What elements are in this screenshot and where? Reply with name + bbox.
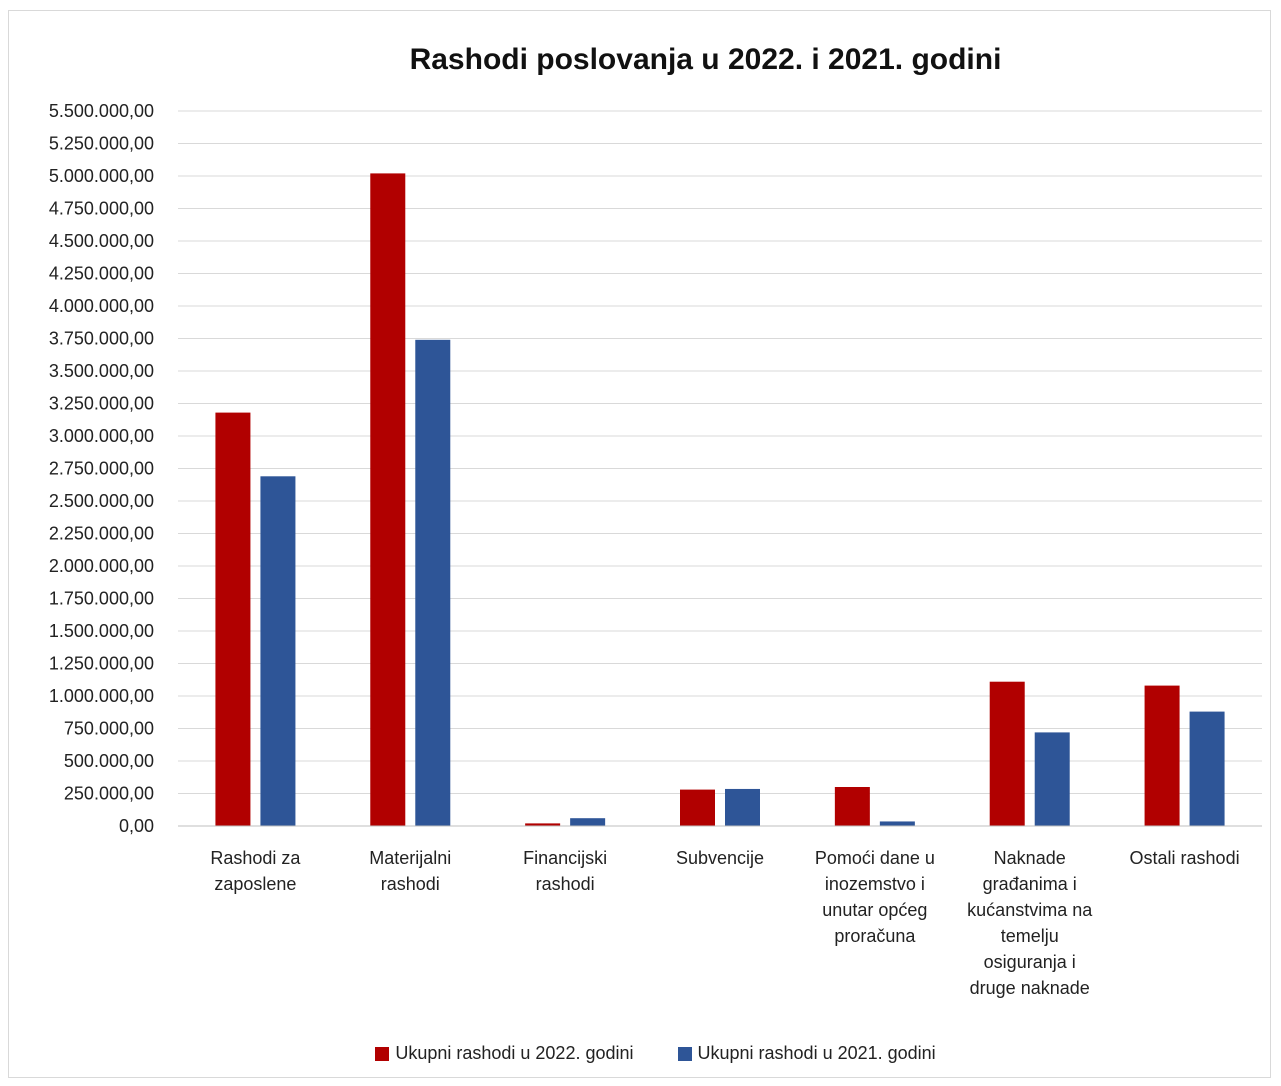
bar-2022-4 (834, 787, 870, 826)
y-tick-label: 2.500.000,00 (49, 491, 154, 511)
gridlines (178, 110, 1262, 794)
y-tick-label: 1.000.000,00 (49, 686, 154, 706)
x-category-label: Subvencije (676, 848, 764, 868)
legend: Ukupni rashodi u 2022. godini Ukupni ras… (0, 1043, 1281, 1064)
bar-2021-3 (725, 788, 760, 826)
bar-2021-4 (879, 821, 915, 826)
legend-item-2022: Ukupni rashodi u 2022. godini (375, 1043, 634, 1064)
y-tick-label: 1.500.000,00 (49, 621, 154, 641)
bar-2022-6 (1144, 685, 1180, 826)
bar-2022-1 (370, 173, 406, 826)
y-tick-label: 2.750.000,00 (49, 459, 154, 479)
y-tick-label: 3.250.000,00 (49, 394, 154, 414)
x-category-label: Pomoći dane u inozemstvo i unutar općeg pro… (815, 848, 935, 946)
x-axis-category-labels: Rashodi za zaposlene Materijalni rashodi Fin… (210, 848, 1239, 998)
y-tick-label: 5.250.000,00 (49, 134, 154, 154)
x-category-label: Rashodi za zaposlene (210, 848, 301, 894)
bars (215, 173, 1225, 826)
y-tick-label: 2.000.000,00 (49, 556, 154, 576)
bar-2021-1 (415, 339, 451, 826)
y-tick-label: 5.500.000,00 (49, 101, 154, 121)
y-tick-label: 4.500.000,00 (49, 231, 154, 251)
x-category-label: Financijski rashodi (523, 848, 607, 894)
y-tick-label: 4.750.000,00 (49, 199, 154, 219)
y-tick-label: 1.250.000,00 (49, 654, 154, 674)
legend-item-2021: Ukupni rashodi u 2021. godini (677, 1043, 936, 1064)
bar-2022-0 (215, 412, 251, 826)
x-category-label: Ostali rashodi (1130, 848, 1240, 868)
chart-title: Rashodi poslovanja u 2022. i 2021. godin… (409, 43, 1002, 76)
y-tick-label: 1.750.000,00 (49, 589, 154, 609)
y-tick-label: 4.250.000,00 (49, 264, 154, 284)
y-tick-label: 5.000.000,00 (49, 166, 154, 186)
x-category-label: Materijalni rashodi (369, 848, 451, 894)
y-tick-label: 250.000,00 (64, 784, 154, 804)
y-tick-label: 0,00 (119, 816, 154, 836)
bar-2021-2 (570, 818, 606, 826)
y-tick-label: 750.000,00 (64, 719, 154, 739)
y-tick-label: 4.000.000,00 (49, 296, 154, 316)
bar-2021-0 (260, 476, 296, 826)
bar-2022-5 (989, 681, 1025, 826)
y-tick-label: 3.500.000,00 (49, 361, 154, 381)
y-axis-tick-labels: 0,00 250.000,00 500.000,00 750.000,00 1.000.… (49, 101, 154, 836)
y-tick-label: 2.250.000,00 (49, 524, 154, 544)
legend-label-2022: Ukupni rashodi u 2022. godini (395, 1043, 634, 1063)
bar-2021-6 (1189, 711, 1225, 826)
bar-2022-3 (680, 789, 715, 826)
x-category-label: Naknade građanima i kućanstvima na temelju o… (967, 848, 1093, 998)
bar-2022-2 (525, 823, 561, 826)
legend-swatch-2022 (375, 1046, 390, 1061)
y-tick-label: 3.750.000,00 (49, 329, 154, 349)
bar-2021-5 (1034, 732, 1070, 826)
y-tick-label: 3.000.000,00 (49, 426, 154, 446)
y-tick-label: 500.000,00 (64, 751, 154, 771)
legend-swatch-2021 (677, 1046, 692, 1061)
legend-label-2021: Ukupni rashodi u 2021. godini (697, 1043, 936, 1063)
